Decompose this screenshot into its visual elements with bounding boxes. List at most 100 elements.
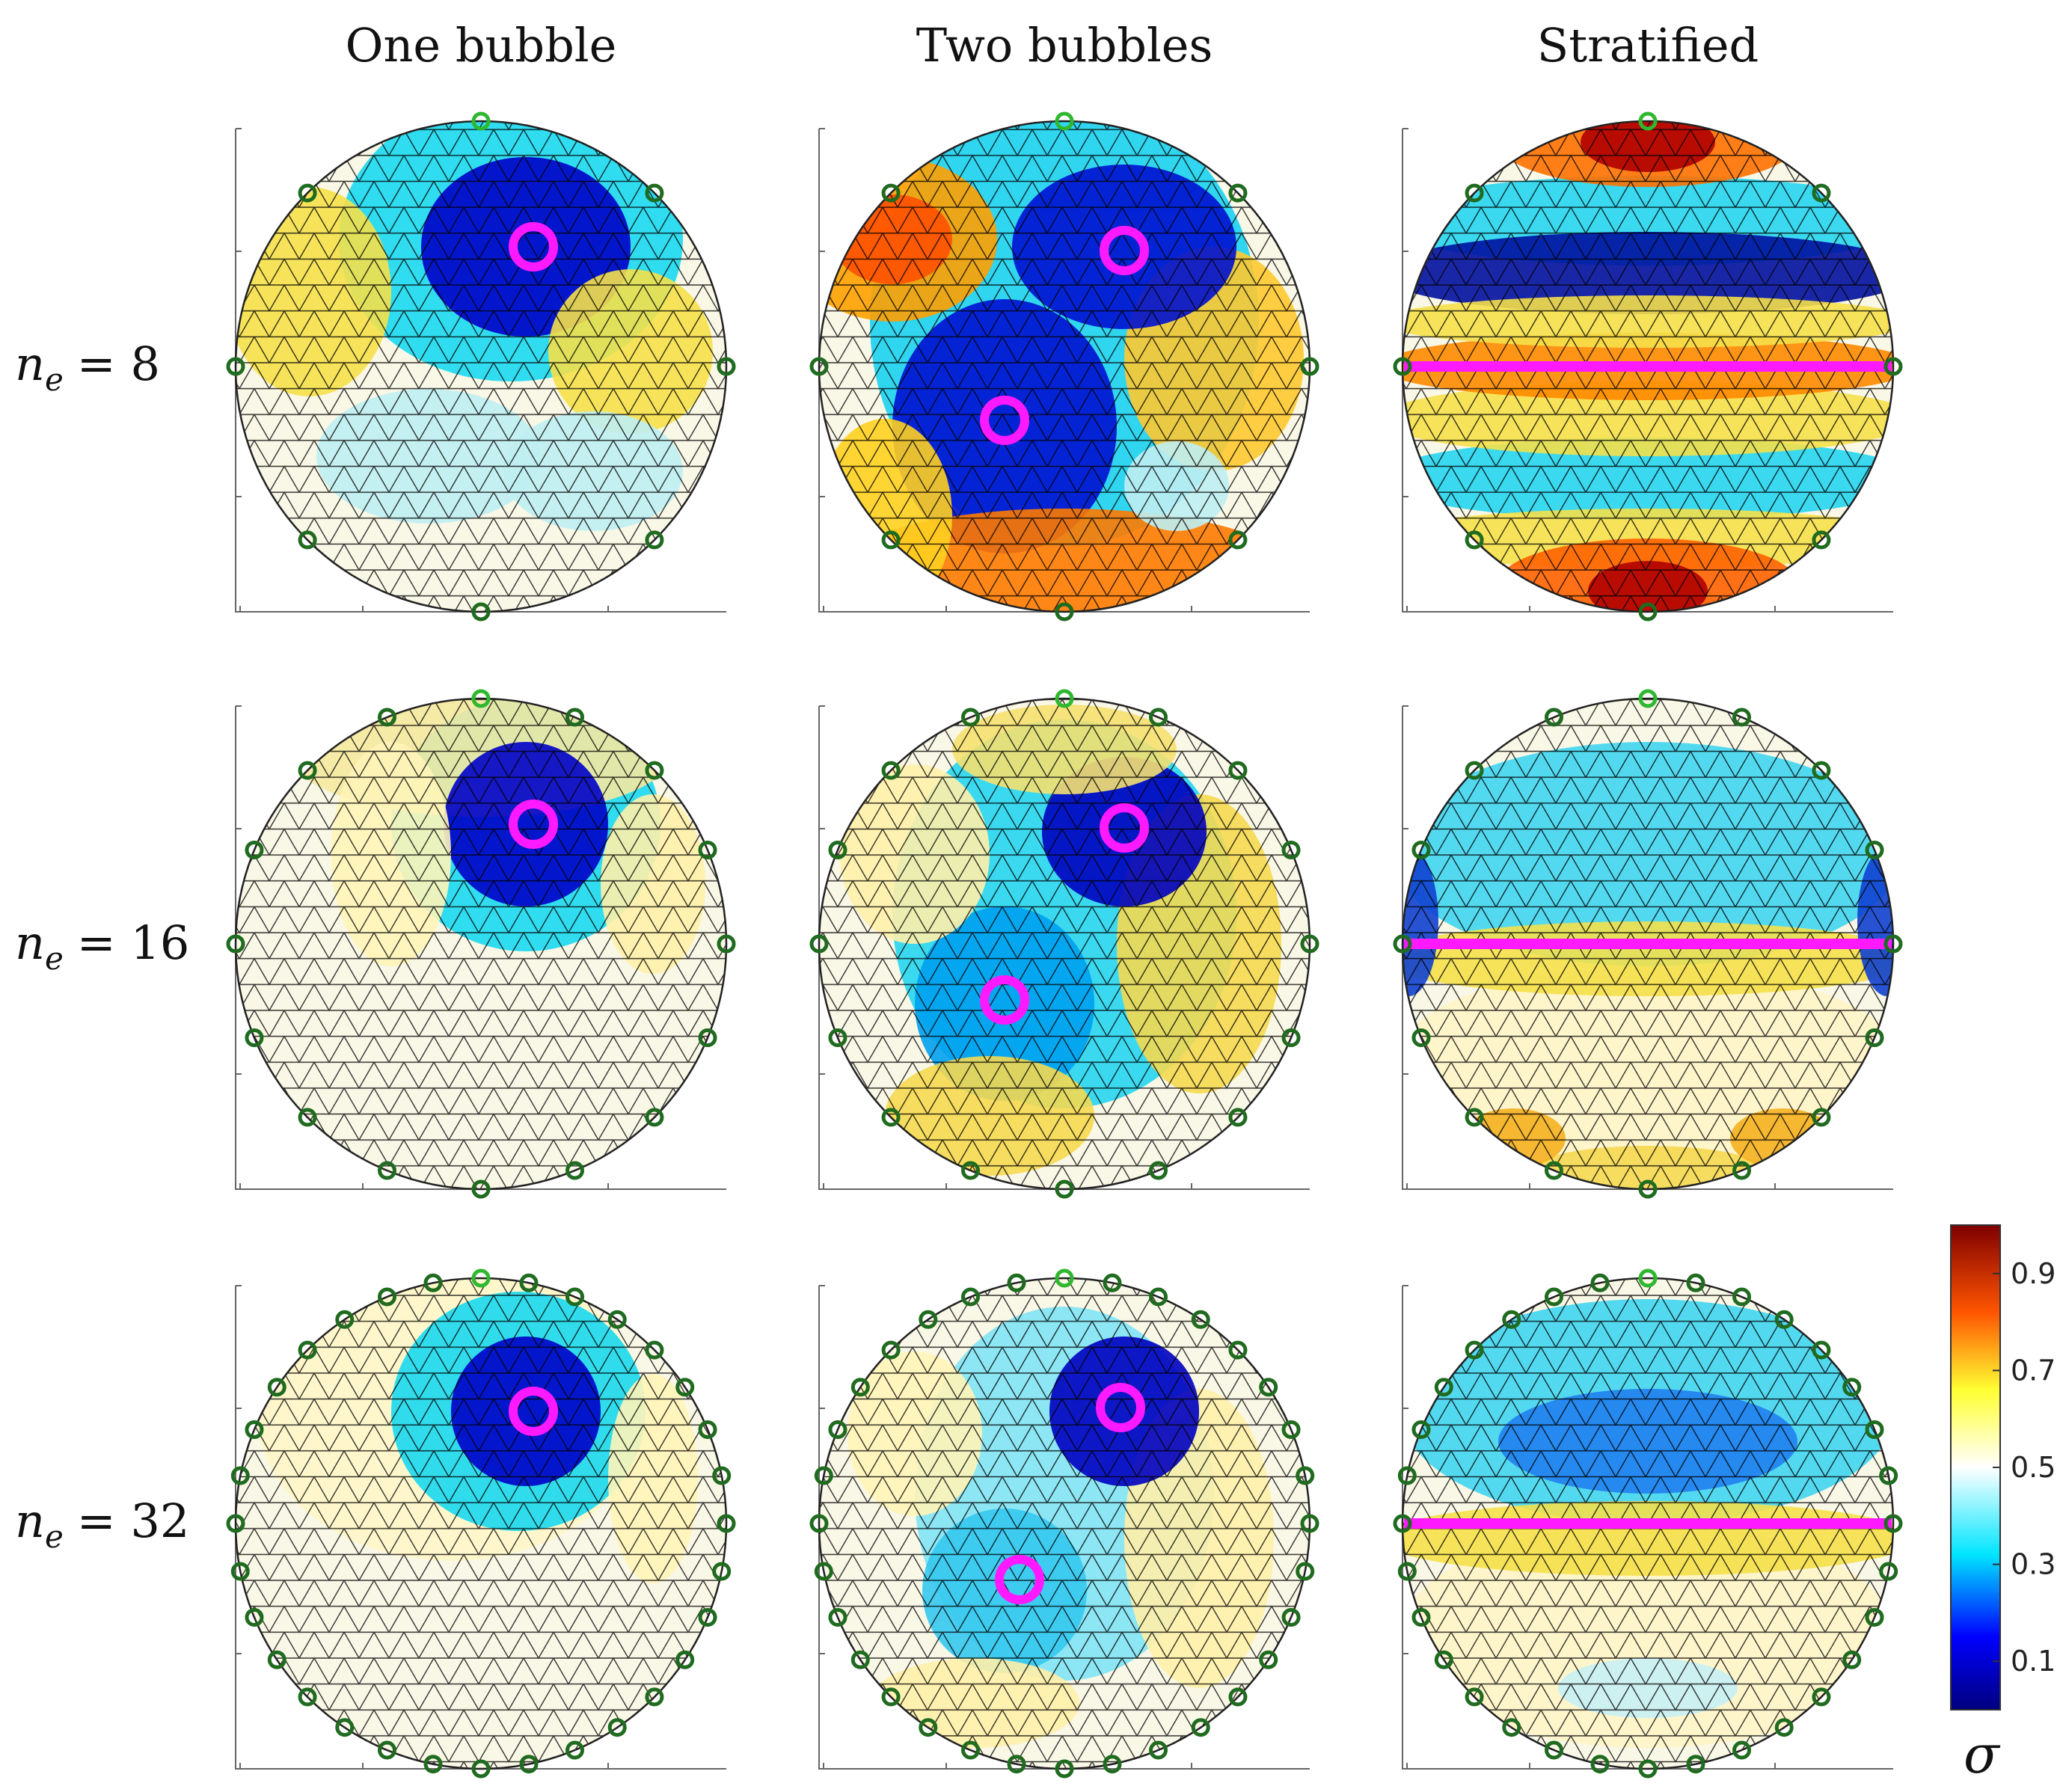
electrode: [1465, 761, 1484, 780]
electrode: [1296, 1466, 1315, 1485]
electrode: [1411, 1608, 1431, 1627]
electrode: [814, 1466, 833, 1485]
colorbar-tick-label: 0.3: [2011, 1548, 2056, 1581]
electrode: [1393, 1514, 1412, 1533]
electrode: [519, 1273, 539, 1292]
electrode: [1228, 1108, 1248, 1127]
electrode: [1865, 1028, 1884, 1048]
electrode: [809, 357, 829, 376]
electrode: [1281, 1420, 1301, 1439]
colorbar-tick-label: 0.1: [2011, 1645, 2056, 1678]
electrode: [1259, 1378, 1278, 1397]
electrode: [298, 1687, 317, 1707]
electrode: [675, 1650, 695, 1669]
electrode: [881, 530, 901, 550]
electrode: [1638, 1179, 1658, 1199]
inclusion-marker: [509, 1387, 558, 1436]
electrode: [1411, 1028, 1431, 1048]
electrode: [1055, 1759, 1074, 1779]
electrode: [226, 934, 245, 954]
electrode: [1149, 1161, 1168, 1180]
electrode: [1638, 1759, 1658, 1779]
electrode: [645, 761, 664, 780]
electrode: [881, 1687, 901, 1707]
electrode: [1812, 530, 1831, 550]
panel-stratified-ne16: [1393, 689, 1903, 1199]
electrode: [1686, 1273, 1705, 1292]
column-title-stratified: Stratified: [1537, 18, 1759, 73]
electrode: [850, 1650, 870, 1669]
domain-boundary: [818, 1277, 1311, 1770]
colorbar-label: σ: [1964, 1724, 2001, 1785]
electrode: [1434, 1378, 1453, 1397]
electrode: [1228, 183, 1248, 203]
electrode: [565, 1161, 585, 1180]
electrode: [717, 1514, 736, 1533]
panel-stratified-ne32: [1393, 1268, 1903, 1779]
electrode: [698, 1420, 717, 1439]
electrode: [230, 1466, 250, 1485]
electrode: [335, 1718, 355, 1737]
electrode: [828, 1028, 847, 1048]
domain-boundary: [1401, 120, 1895, 613]
electrode: [1544, 1287, 1563, 1307]
row-label-value: = 32: [77, 1494, 190, 1548]
electrode: [471, 1759, 491, 1779]
electrode: [1879, 1562, 1898, 1581]
electrode: [1638, 1268, 1658, 1288]
conductivity-field: [819, 1278, 1310, 1769]
electrode: [1228, 1340, 1248, 1360]
panel-axes: [235, 129, 726, 613]
electrode: [1055, 602, 1074, 622]
electrode: [298, 530, 317, 550]
electrode: [828, 1608, 847, 1627]
domain-boundary: [818, 697, 1311, 1191]
column-title-one-bubble: One bubble: [346, 18, 617, 73]
electrode: [377, 708, 396, 727]
electrode: [423, 1755, 443, 1774]
electrode: [919, 1310, 938, 1329]
electrode: [1465, 1340, 1484, 1360]
row-label-symbol: n: [15, 337, 45, 391]
electrode: [1732, 1287, 1752, 1307]
row-label-subscript: e: [45, 361, 64, 398]
panel-axes: [818, 706, 1310, 1190]
electrode: [1411, 1420, 1431, 1439]
electrode: [1883, 357, 1903, 376]
row-label-ne-8: ne = 8: [15, 337, 160, 398]
panel-axes: [1402, 1286, 1893, 1770]
electrode: [1502, 1718, 1521, 1737]
panel-two-bubbles-ne16: [809, 689, 1319, 1199]
electrode: [1590, 1273, 1610, 1292]
electrode: [1638, 602, 1658, 622]
row-label-value: = 16: [77, 915, 190, 970]
domain-boundary: [1401, 697, 1895, 1191]
electrode: [1259, 1650, 1278, 1669]
inclusion-marker: [1096, 1383, 1145, 1432]
electrode: [1842, 1650, 1862, 1669]
electrode: [1228, 530, 1248, 550]
electrode: [298, 183, 317, 203]
conductivity-field: [236, 1278, 726, 1769]
electrode: [645, 1340, 664, 1360]
inclusion-marker: [1100, 226, 1149, 275]
panel-axes: [235, 1286, 726, 1770]
electrode: [1465, 183, 1484, 203]
electrode: [1228, 761, 1248, 780]
panel-two-bubbles-ne8: [809, 111, 1319, 622]
electrode: [565, 708, 585, 727]
panel-grid: [226, 111, 1903, 1779]
fem-mesh: [819, 1278, 1310, 1769]
domain-boundary: [234, 697, 728, 1191]
electrode: [471, 1179, 491, 1199]
electrode: [960, 1287, 980, 1307]
electrode: [377, 1161, 396, 1180]
electrode: [960, 1740, 980, 1760]
electrode: [230, 1562, 250, 1581]
svg-text:ne= 8: ne = 8: [15, 337, 160, 398]
electrode: [1281, 1028, 1301, 1048]
domain-boundary: [234, 1277, 728, 1770]
electrode: [1590, 1755, 1610, 1774]
inclusion-marker: [1100, 803, 1149, 853]
electrode: [471, 111, 491, 131]
